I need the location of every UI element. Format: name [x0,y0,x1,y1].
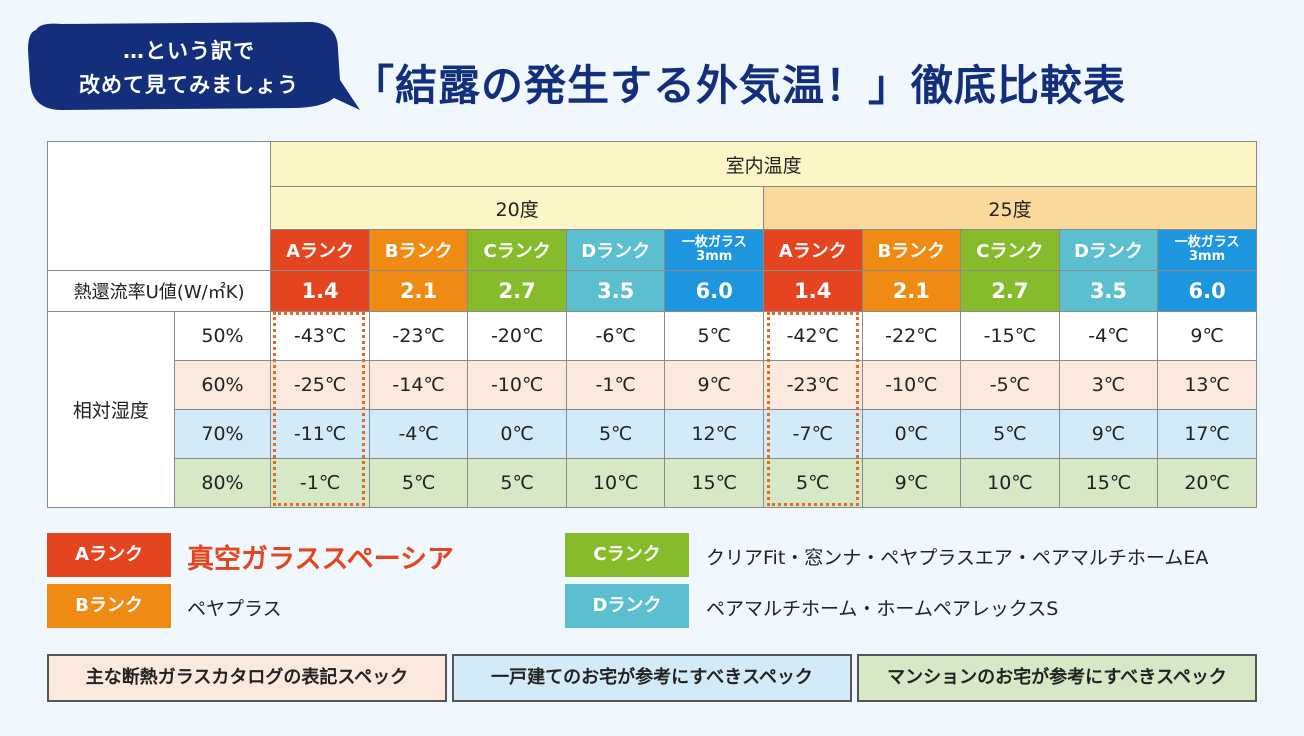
humidity-value: 50% [173,311,272,361]
temp-20-header: 20度 [270,186,764,230]
temp-cell: -4℃ [368,409,469,459]
rank-d-header: Dランク [1058,229,1159,271]
humidity-value: 70% [173,409,272,459]
temp-cell: -23℃ [763,360,863,410]
spec-box-house: 一戸建てのお宅が参考にすべきスペック [452,654,852,702]
table-row: 相対湿度 50% -43℃ -23℃ -20℃ -6℃ 5℃ -42℃ -22℃… [47,311,1257,508]
temp-cell: 13℃ [1157,360,1257,410]
legend-rank-a-text: 真空ガラススペーシア [187,544,455,575]
spec-box-catalog: 主な断熱ガラスカタログの表記スペック [47,654,447,702]
rank-c-header: Cランク [960,229,1060,271]
temp-cell: -15℃ [960,311,1060,361]
bubble-line-1: …という訳で [123,39,255,63]
corner-blank [46,141,272,271]
rank-c-header: Cランク [467,229,567,271]
legend-rank-b: Bランク [47,584,171,628]
u-value-cell: 1.4 [763,270,863,312]
temp-cell: -23℃ [368,311,469,361]
temp-cell: -10℃ [467,360,567,410]
bubble-line-2: 改めて見てみましょう [79,73,299,97]
temp-cell: 5℃ [467,458,567,508]
temp-cell: 9℃ [861,458,962,508]
u-value-cell: 2.7 [960,270,1060,312]
speech-bubble-shape [28,22,360,110]
temp-cell: 20℃ [1157,458,1257,508]
temp-cell: -10℃ [861,360,962,410]
legend-rank-c: Cランク [565,533,689,577]
table-row: 60% -25℃ -14℃ -10℃ -1℃ 9℃ -23℃ -10℃ -5℃ … [48,360,1257,410]
rank-a-header: Aランク [270,229,370,271]
u-value-cell: 2.1 [368,270,469,312]
comparison-table: 室内温度 20度 25度 Aランク Bランク Cランク Dランク 一枚ガラス 3m… [46,141,1257,508]
temp-cell: 5℃ [763,458,863,508]
page-title: 「結露の発生する外気温！」徹底比較表 [352,61,1127,110]
temp-cell: -1℃ [270,458,370,508]
temp-cell: 3℃ [1058,360,1159,410]
temp-cell: -42℃ [763,311,863,361]
temp-25-header: 25度 [763,186,1257,230]
u-value-label: 熱還流率U値(W/㎡K) [46,270,272,312]
legend-rank-d: Dランク [565,584,689,628]
table-row: 80% -1℃ 5℃ 5℃ 10℃ 15℃ 5℃ 9℃ 10℃ 15℃ 20℃ [48,458,1257,508]
legend-rank-d-text: ペアマルチホーム・ホームペアレックスS [706,598,1059,620]
temp-cell: 12℃ [664,409,764,459]
temp-cell: 0℃ [467,409,567,459]
temp-cell: 5℃ [664,311,764,361]
temp-cell: 15℃ [664,458,764,508]
u-value-cell: 3.5 [1058,270,1159,312]
humidity-value: 60% [173,360,272,410]
legend-rank-b-text: ペヤプラス [187,598,282,620]
rank-b-header: Bランク [861,229,962,271]
spec-box-mansion: マンションのお宅が参考にすべきスペック [857,654,1257,702]
u-value-cell: 6.0 [1157,270,1257,312]
temp-cell: -11℃ [270,409,370,459]
temp-cell: 9℃ [1157,311,1257,361]
rank-a-header: Aランク [763,229,863,271]
u-value-cell: 2.1 [861,270,962,312]
humidity-value: 80% [173,458,272,508]
temp-cell: -20℃ [467,311,567,361]
temp-cell: -5℃ [960,360,1060,410]
rank-d-header: Dランク [565,229,666,271]
temp-cell: 17℃ [1157,409,1257,459]
temp-cell: -25℃ [270,360,370,410]
temp-cell: -1℃ [565,360,666,410]
rank-b-header: Bランク [368,229,469,271]
temp-cell: 9℃ [664,360,764,410]
temp-cell: -6℃ [565,311,666,361]
temp-cell: 10℃ [960,458,1060,508]
u-value-cell: 2.7 [467,270,567,312]
temp-cell: -14℃ [368,360,469,410]
single-glass-header: 一枚ガラス 3mm [1157,229,1257,271]
temp-cell: 9℃ [1058,409,1159,459]
legend-rank-a: Aランク [47,533,171,577]
temp-cell: -7℃ [763,409,863,459]
temp-cell: 10℃ [565,458,666,508]
temp-cell: 5℃ [368,458,469,508]
temp-cell: -22℃ [861,311,962,361]
temp-cell: -43℃ [270,311,370,361]
indoor-temp-header: 室内温度 [270,141,1257,187]
temp-cell: 15℃ [1058,458,1159,508]
temp-cell: 0℃ [861,409,962,459]
table-row: 70% -11℃ -4℃ 0℃ 5℃ 12℃ -7℃ 0℃ 5℃ 9℃ 17℃ [48,409,1257,459]
speech-bubble: …という訳で 改めて見てみましょう [22,20,360,110]
temp-cell: -4℃ [1058,311,1159,361]
u-value-cell: 1.4 [270,270,370,312]
u-value-cell: 6.0 [664,270,764,312]
single-glass-header: 一枚ガラス 3mm [664,229,764,271]
humidity-label: 相対湿度 [47,311,175,508]
temp-cell: 5℃ [565,409,666,459]
temp-cell: 5℃ [960,409,1060,459]
legend-rank-c-text: クリアFit・窓ンナ・ペヤプラスエア・ペアマルチホームEA [706,547,1209,569]
u-value-cell: 3.5 [565,270,666,312]
